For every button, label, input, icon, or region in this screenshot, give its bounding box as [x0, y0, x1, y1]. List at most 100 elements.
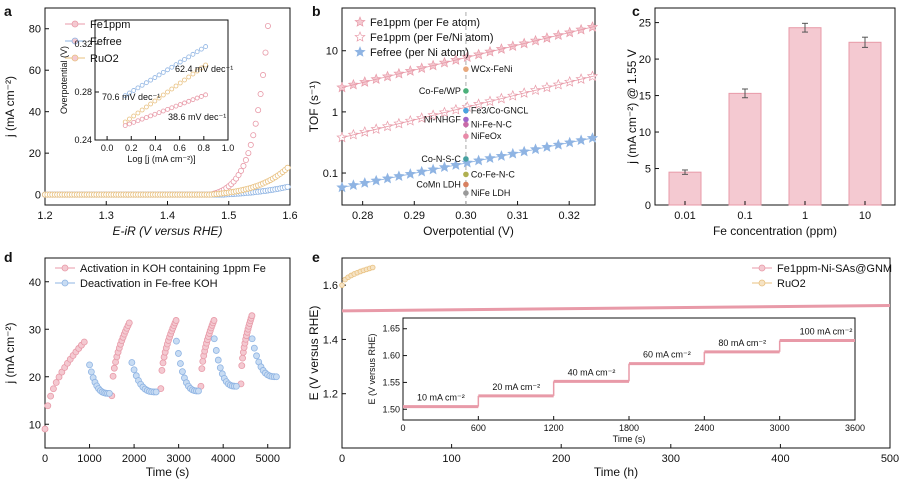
- panel-b-legend-marker: [354, 31, 366, 42]
- panel-b-point: [484, 45, 496, 57]
- panel-c-ytick-label: 10: [639, 127, 651, 139]
- panel-a-legend-2: RuO2: [90, 53, 119, 65]
- panel-e-ytick-label: 1.2: [323, 389, 338, 401]
- panel-a-inset-point: [165, 67, 170, 73]
- panel-a-inset-xtick-label: 0.4: [149, 143, 162, 153]
- panel-b-point: [586, 21, 599, 32]
- panel-a-point-Fefree: [284, 183, 291, 190]
- panel-b-point: [575, 134, 587, 146]
- panel-a-label: a: [4, 3, 12, 19]
- panel-d-legend-1: Deactivation in Fe-free KOH: [80, 278, 218, 290]
- panel-a-inset-point: [139, 116, 145, 122]
- panel-b-point: [359, 126, 371, 137]
- panel-d-legend-marker: [61, 264, 69, 272]
- panel-c-ylabel: j (mA cm⁻²) @ 1.55 V: [625, 49, 639, 165]
- panel-e-inset-ytick-label: 1.50: [382, 404, 400, 414]
- panel-d-activation-point: [110, 364, 118, 372]
- panel-d-xtick-label: 5000: [255, 453, 279, 465]
- panel-a-inset-point: [139, 82, 145, 88]
- panel-b-ref-label-3: Ni-NHGF: [424, 115, 461, 125]
- panel-b-point: [416, 112, 428, 123]
- panel-a-inset-point: [127, 116, 132, 122]
- panel-b-point: [370, 174, 382, 186]
- panel-b-point: [564, 75, 576, 87]
- panel-b-point: [404, 114, 416, 126]
- panel-b-point: [552, 78, 564, 90]
- panel-b-point: [404, 168, 416, 179]
- panel-b-point: [529, 34, 542, 46]
- panel-b-point: [450, 103, 462, 115]
- panel-a-point-Fe1ppm: [245, 150, 252, 157]
- panel-d-ylabel: j (mA cm⁻²): [3, 323, 17, 385]
- panel-b-point: [450, 54, 462, 65]
- panel-b-frame: [341, 7, 596, 206]
- panel-d-xtick-label: 3000: [166, 453, 190, 465]
- panel-a-inset-point: [182, 100, 187, 106]
- panel-d-deactivation-point: [128, 359, 136, 366]
- panel-a-point-Fe1ppm: [247, 141, 254, 148]
- panel-b-point: [529, 84, 542, 96]
- panel-b-point: [518, 87, 530, 98]
- panel-a-inset-point: [169, 105, 175, 111]
- panel-a-inset-ytick-label: 0.24: [74, 135, 92, 145]
- panel-b-point: [393, 117, 405, 129]
- panel-a-inset-point: [160, 92, 166, 98]
- panel-d-activation-point: [80, 338, 88, 346]
- panel-d-activation-point: [55, 373, 63, 381]
- panel-a-inset-point: [203, 44, 209, 49]
- panel-c-bar-0.01: [668, 171, 702, 206]
- panel-e-inset-step-label-4: 80 mA cm⁻²: [718, 338, 766, 348]
- panel-d-deactivation-point: [152, 388, 160, 396]
- panel-a-inset-xtick-label: 0.8: [198, 143, 211, 153]
- panel-a-inset-point: [156, 110, 162, 116]
- panel-e-legend-0: Fe1ppm-Ni-SAs@GNM: [777, 263, 892, 275]
- panel-e-inset-step-label-5: 100 mA cm⁻²: [800, 327, 853, 337]
- panel-a-inset-point: [127, 121, 132, 127]
- panel-b-ref-label-2: Fe3/Co-GNCL: [471, 106, 529, 116]
- panel-d-xtick-label: 2000: [122, 453, 146, 465]
- panel-b-point: [473, 98, 485, 109]
- panel-b-point: [575, 73, 587, 84]
- panel-a-inset-slope-0: 62.4 mV dec⁻¹: [175, 64, 233, 74]
- panel-a-inset-point: [173, 83, 179, 89]
- panel-c-xtick-label: 0.1: [737, 210, 752, 222]
- panel-b-xtick-label: 0.28: [352, 210, 373, 222]
- panel-b-xtick-label: 0.29: [404, 210, 425, 222]
- panel-d-activation-point: [41, 425, 49, 433]
- panel-e-inset-step-label-3: 60 mA cm⁻²: [643, 350, 691, 360]
- panel-b-ref-point: [463, 107, 469, 114]
- panel-d-deactivation-point: [253, 352, 260, 360]
- panel-a-inset-point: [148, 113, 154, 119]
- panel-a-inset-point: [190, 97, 196, 103]
- panel-b-point: [461, 51, 473, 63]
- panel-b-legend-marker: [354, 46, 366, 57]
- panel-b-point: [393, 67, 405, 79]
- panel-a-ytick-label: 60: [29, 65, 41, 77]
- panel-b-legend-0: Fe1ppm (per Fe atom): [370, 17, 480, 29]
- panel-a-legend-0: Fe1ppm: [90, 19, 130, 31]
- panel-a-inset-ytick-label: 0.32: [74, 39, 92, 49]
- panel-a-inset-point: [186, 98, 192, 104]
- panel-b-point: [484, 95, 496, 107]
- panel-b-point: [404, 65, 416, 76]
- panel-a-inset-point: [198, 94, 204, 99]
- panel-b-point: [438, 106, 451, 118]
- panel-e-inset-step-label-0: 10 mA cm⁻²: [417, 393, 465, 403]
- panel-b-point: [518, 37, 530, 49]
- panel-e-series-main: [341, 304, 891, 313]
- panel-e-xtick-label: 500: [881, 453, 899, 465]
- panel-b-ref-label-0: WCx-FeNi: [471, 64, 512, 74]
- panel-e-inset-xtick-label: 2400: [694, 423, 714, 433]
- panel-a-inset-point: [194, 95, 200, 101]
- panel-b-ref-label-7: Co-Fe-N-C: [471, 169, 515, 179]
- panel-e-inset-xtick-label: 1200: [544, 423, 564, 433]
- panel-b-series-line: [341, 26, 596, 88]
- panel-b-ref-point: [463, 171, 469, 178]
- panel-a-inset-xlabel: Log [j (mA cm⁻²)]: [127, 154, 195, 164]
- panel-b-ytick-label: 0.1: [323, 168, 338, 180]
- panel-d-activation-point: [52, 379, 60, 386]
- panel-a-point-Fe1ppm: [257, 91, 264, 98]
- panel-d-activation-point: [157, 385, 165, 393]
- panel-b-point: [575, 23, 587, 35]
- panel-c-xlabel: Fe concentration (ppm): [713, 224, 837, 238]
